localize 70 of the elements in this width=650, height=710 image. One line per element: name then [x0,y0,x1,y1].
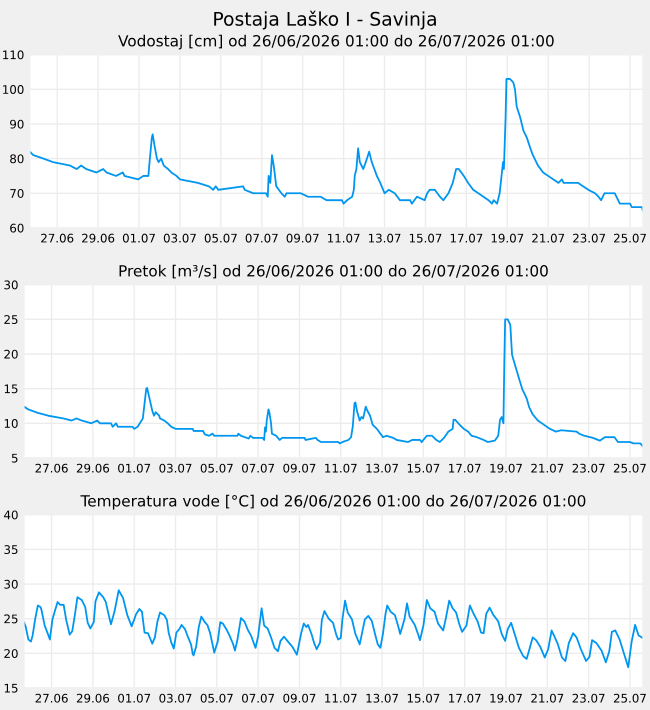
y-tick-label: 90 [10,120,24,129]
y-tick-label: 25 [4,614,18,624]
x-tick-label: 27.06 [41,234,74,243]
x-tick-label: 01.07 [118,694,150,703]
line-series [30,78,643,212]
y-tick-label: 80 [10,154,24,164]
x-tick-label: 07.07 [242,464,274,473]
x-tick-label: 05.07 [200,694,233,703]
x-tick-label: 03.07 [164,234,196,243]
x-tick-label: 11.07 [325,464,357,473]
x-tick-label: 21.07 [531,464,564,473]
x-tick-label: 11.07 [325,694,357,703]
x-tick-label: 25.07 [614,464,646,473]
y-tick-label: 30 [4,580,18,589]
y-tick-label: 60 [10,224,24,233]
chart-title: Postaja Laško I - Savinja [214,10,436,30]
y-tick-label: 25 [4,315,18,324]
x-tick-label: 05.07 [204,234,237,243]
x-tick-label: 21.07 [532,234,564,243]
x-tick-label: 09.07 [286,234,319,243]
x-tick-label: 15.07 [408,464,440,473]
x-tick-label: 19.07 [490,464,522,473]
x-tick-label: 11.07 [328,234,360,243]
x-tick-label: 17.07 [449,464,481,473]
line-series [24,318,643,448]
x-tick-label: 13.07 [368,234,400,243]
x-tick-label: 03.07 [159,464,192,473]
chart-title: Pretok [m³/s] od 26/06/2026 01:00 do 26/07/2026 01:00 [120,264,548,278]
x-tick-label: 23.07 [572,694,605,703]
line-series [24,589,643,668]
y-tick-label: 15 [4,684,18,693]
x-tick-label: 05.07 [200,464,233,473]
x-tick-label: 21.07 [531,694,564,703]
x-tick-label: 01.07 [118,464,150,473]
x-tick-label: 15.07 [410,234,442,243]
x-tick-label: 27.06 [36,694,68,703]
chart-title: Temperatura vode [°C] od 26/06/2026 01:00 do 26/07/2026 01:00 [80,494,586,510]
x-tick-label: 09.07 [283,694,316,703]
x-tick-label: 13.07 [366,464,398,473]
x-tick-label: 19.07 [492,234,524,243]
x-tick-label: 09.07 [283,464,316,473]
x-tick-label: 29.06 [76,694,110,703]
y-tick-label: 10 [4,419,18,428]
x-tick-label: 17.07 [449,694,481,703]
x-tick-label: 19.07 [490,694,522,703]
y-tick-label: 110 [3,50,24,60]
y-tick-label: 70 [10,188,24,198]
x-tick-label: 29.06 [76,464,110,473]
x-tick-label: 15.07 [408,694,440,703]
y-tick-label: 20 [4,649,18,658]
x-tick-label: 23.07 [572,464,605,473]
y-tick-label: 5 [12,454,18,463]
x-tick-label: 23.07 [573,234,606,243]
y-tick-label: 35 [4,545,18,554]
y-tick-label: 40 [4,510,18,520]
y-tick-label: 20 [4,350,18,359]
x-tick-label: 27.06 [36,464,68,473]
x-tick-label: 01.07 [122,234,155,243]
y-tick-label: 30 [4,280,18,290]
x-tick-label: 07.07 [242,694,274,703]
x-tick-label: 17.07 [450,234,482,243]
x-tick-label: 25.07 [614,694,646,703]
y-tick-label: 15 [4,384,18,394]
x-tick-label: 07.07 [246,234,278,243]
x-tick-label: 13.07 [366,694,398,703]
x-tick-label: 03.07 [159,694,192,703]
x-tick-label: 29.06 [82,234,114,243]
chart-subtitle: Vodostaj [cm] od 26/06/2026 01:00 do 26/07/2026 01:00 [118,34,554,50]
y-tick-label: 100 [3,85,24,94]
x-tick-label: 25.07 [614,234,646,243]
